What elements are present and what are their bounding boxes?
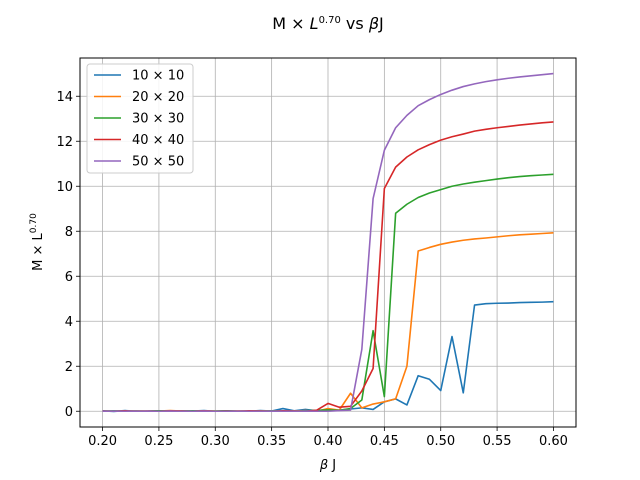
x-tick-label: 0.35 (257, 434, 286, 449)
x-tick-label: 0.25 (144, 434, 173, 449)
x-tick-label: 0.40 (314, 434, 343, 449)
series-lines (102, 72, 554, 413)
y-axis-label: M × L0.70 (29, 213, 46, 271)
y-tick-label: 0 (65, 405, 73, 420)
legend-box (86, 63, 194, 174)
x-tick-label: 0.45 (370, 434, 399, 449)
x-axis-label: β J (319, 458, 336, 473)
chart-title: M × L0.70 vs βJ (272, 14, 384, 33)
y-tick-label: 8 (65, 225, 73, 240)
y-tick-label: 14 (56, 90, 73, 105)
legend-label-2: 20 × 20 (132, 90, 184, 105)
legend: 10 × 10 20 × 20 30 × 30 40 × 40 50 × 50 (86, 63, 194, 174)
legend-label-1: 10 × 10 (132, 69, 184, 84)
y-tick-label: 10 (56, 180, 73, 195)
y-tick-label: 6 (65, 270, 73, 285)
ticks: 0.20 0.25 0.30 0.35 0.40 0.45 0.50 0.55 0.60 0 2 4 6… (56, 90, 567, 449)
series-line-5 (102, 72, 554, 413)
x-tick-label: 0.30 (201, 434, 230, 449)
x-tick-label: 0.60 (539, 434, 568, 449)
y-tick-label: 12 (56, 135, 73, 150)
legend-label-4: 40 × 40 (132, 133, 184, 148)
y-tick-label: 4 (65, 315, 73, 330)
x-tick-label: 0.50 (426, 434, 455, 449)
legend-label-5: 50 × 50 (132, 155, 184, 170)
x-tick-label: 0.20 (88, 434, 117, 449)
grid (80, 58, 576, 427)
y-tick-label: 2 (65, 360, 73, 375)
x-tick-label: 0.55 (483, 434, 512, 449)
legend-label-3: 30 × 30 (132, 112, 184, 127)
